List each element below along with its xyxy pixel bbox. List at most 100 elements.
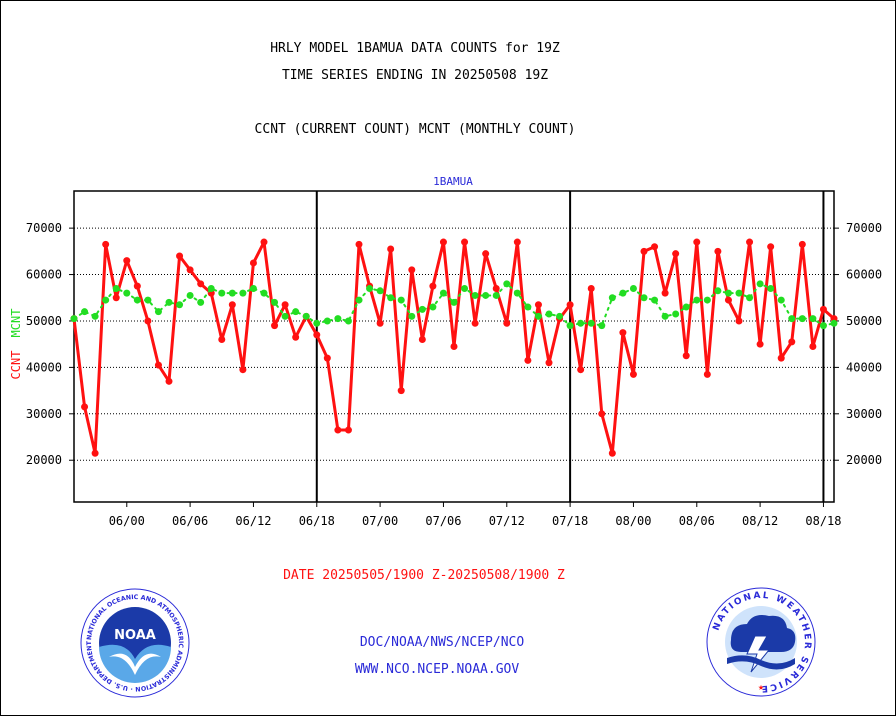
data-point-mcnt	[513, 289, 521, 297]
data-point-ccnt	[735, 317, 743, 325]
x-tick-label: 08/12	[742, 514, 778, 528]
x-tick-label: 07/06	[425, 514, 461, 528]
data-point-mcnt	[176, 301, 184, 309]
data-point-mcnt	[450, 298, 458, 306]
data-point-mcnt	[777, 296, 785, 304]
data-point-mcnt	[661, 312, 669, 320]
data-point-mcnt	[587, 319, 595, 327]
x-tick-label: 07/00	[362, 514, 398, 528]
data-point-mcnt	[334, 315, 342, 323]
chart-title-line2: TIME SERIES ENDING IN 20250508 19Z	[282, 68, 548, 83]
data-point-ccnt	[629, 370, 637, 378]
data-point-ccnt	[176, 252, 184, 260]
axis-ticks: 20000 20000 30000 30000 40000 40000 50000 50000…	[26, 221, 882, 528]
data-point-mcnt	[249, 284, 257, 292]
noaa-logo: NATIONAL OCEANIC AND ATMOSPHERIC ADMINIS…	[80, 588, 190, 698]
y-tick-label-right: 30000	[846, 407, 882, 421]
data-point-mcnt	[439, 289, 447, 297]
data-point-ccnt	[418, 336, 426, 344]
data-point-mcnt	[112, 284, 120, 292]
data-point-mcnt	[281, 312, 289, 320]
footer-line2: WWW.NCO.NCEP.NOAA.GOV	[355, 662, 520, 677]
data-point-ccnt	[682, 352, 690, 360]
data-point-mcnt	[292, 308, 300, 316]
data-point-ccnt	[281, 301, 289, 309]
data-point-ccnt	[260, 238, 268, 246]
data-point-mcnt	[186, 291, 194, 299]
y-tick-label-right: 70000	[846, 221, 882, 235]
data-point-mcnt	[429, 303, 437, 311]
data-point-mcnt	[482, 291, 490, 299]
y-axis-title: CCNT MCNT	[9, 309, 23, 380]
data-point-mcnt	[218, 289, 226, 297]
series-ccnt	[70, 238, 838, 457]
data-point-mcnt	[830, 319, 838, 327]
data-point-ccnt	[524, 356, 532, 364]
data-point-mcnt	[608, 294, 616, 302]
data-point-mcnt	[313, 319, 321, 327]
data-point-mcnt	[260, 289, 268, 297]
data-point-mcnt	[355, 296, 363, 304]
data-point-mcnt	[387, 294, 395, 302]
y-tick-label-left: 30000	[26, 407, 62, 421]
x-tick-label: 06/18	[299, 514, 335, 528]
data-point-ccnt	[292, 333, 300, 341]
nws-logo-star-icon: ★	[758, 682, 764, 693]
data-point-mcnt	[724, 289, 732, 297]
data-point-mcnt	[735, 289, 743, 297]
data-point-ccnt	[313, 331, 321, 339]
data-point-ccnt	[429, 282, 437, 290]
data-point-ccnt	[492, 284, 500, 292]
data-point-mcnt	[714, 287, 722, 295]
footer-line1: DOC/NOAA/NWS/NCEP/NCO	[360, 635, 525, 650]
data-point-ccnt	[503, 319, 511, 327]
data-point-ccnt	[439, 238, 447, 246]
data-point-mcnt	[271, 298, 279, 306]
data-point-mcnt	[471, 291, 479, 299]
y-tick-label-right: 60000	[846, 268, 882, 282]
data-point-mcnt	[144, 296, 152, 304]
data-point-ccnt	[767, 243, 775, 251]
data-point-ccnt	[651, 243, 659, 251]
data-point-ccnt	[144, 317, 152, 325]
x-tick-label: 08/06	[679, 514, 715, 528]
data-point-ccnt	[693, 238, 701, 246]
data-point-ccnt	[355, 240, 363, 248]
data-point-ccnt	[471, 319, 479, 327]
data-point-mcnt	[133, 296, 141, 304]
plot-series-label: 1BAMUA	[433, 175, 473, 188]
data-point-ccnt	[450, 343, 458, 350]
data-point-ccnt	[608, 449, 616, 457]
data-point-mcnt	[809, 315, 817, 323]
data-point-ccnt	[408, 266, 416, 274]
data-point-ccnt	[798, 240, 806, 248]
data-point-mcnt	[323, 317, 331, 325]
y-axis-label-ccnt: CCNT	[9, 351, 23, 380]
y-tick-label-left: 40000	[26, 360, 62, 374]
data-point-ccnt	[123, 257, 131, 265]
data-point-mcnt	[756, 280, 764, 288]
data-point-ccnt	[587, 284, 595, 292]
x-tick-label: 06/06	[172, 514, 208, 528]
x-tick-label: 06/00	[109, 514, 145, 528]
data-point-ccnt	[239, 366, 247, 374]
data-point-mcnt	[767, 284, 775, 292]
data-point-ccnt	[566, 301, 574, 309]
chart-subtitle: CCNT (CURRENT COUNT) MCNT (MONTHLY COUNT…	[255, 122, 576, 137]
nws-logo: NATIONAL WEATHER SERVICE ★	[706, 587, 816, 697]
data-point-mcnt	[70, 315, 78, 323]
data-point-mcnt	[640, 294, 648, 302]
data-point-ccnt	[249, 259, 257, 267]
data-point-mcnt	[123, 289, 131, 297]
data-point-ccnt	[598, 410, 606, 418]
data-point-mcnt	[798, 315, 806, 323]
x-tick-label: 08/00	[615, 514, 651, 528]
data-point-mcnt	[461, 284, 469, 292]
data-point-mcnt	[682, 303, 690, 311]
chart-title-line1: HRLY MODEL 1BAMUA DATA COUNTS for 19Z	[270, 41, 560, 56]
data-point-ccnt	[154, 361, 162, 369]
y-tick-label-left: 70000	[26, 221, 62, 235]
data-point-mcnt	[545, 310, 553, 318]
data-point-mcnt	[788, 315, 796, 323]
